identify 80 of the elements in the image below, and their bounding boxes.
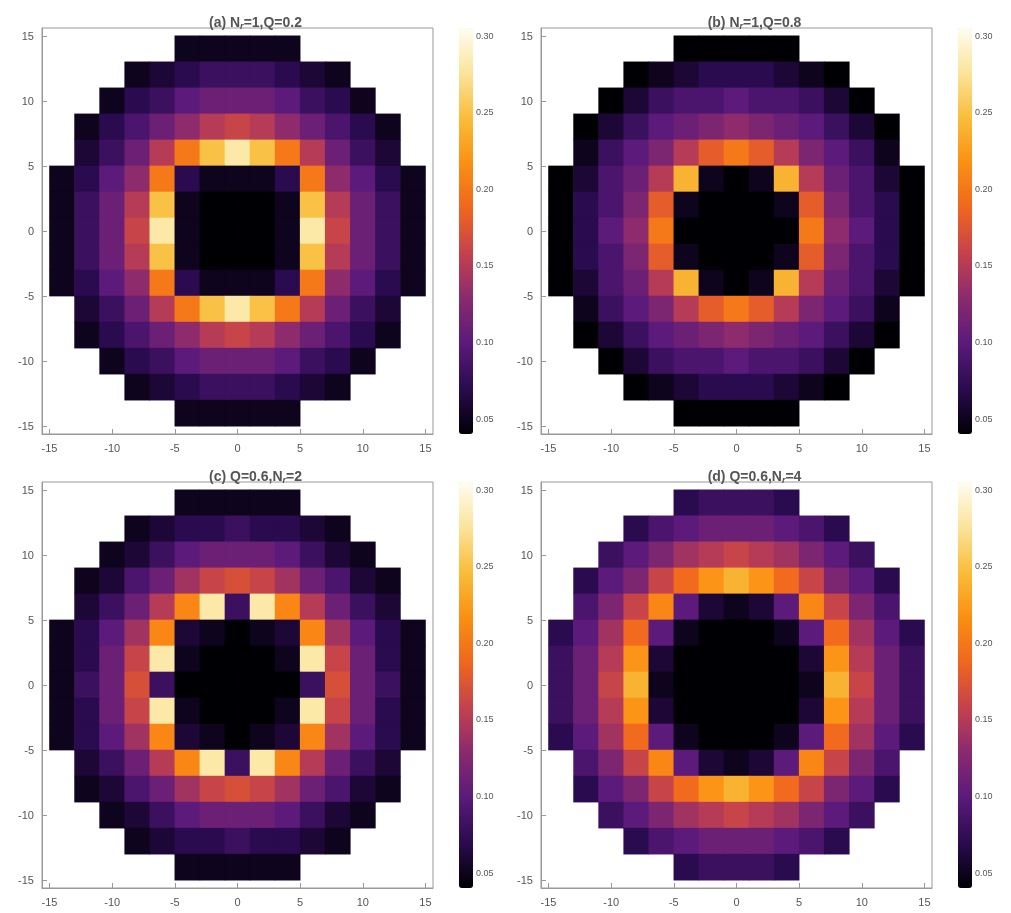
x-tick-label: 15 xyxy=(918,441,931,454)
color-bar-label: 0.25 xyxy=(975,107,993,118)
y-tick-label: 0 xyxy=(526,679,533,691)
y-tick-label: 0 xyxy=(27,679,34,691)
y-tick-label: -15 xyxy=(18,420,34,433)
color-bar-label: 0.25 xyxy=(975,561,993,572)
x-tick-label: 15 xyxy=(918,895,931,908)
y-tick-label: 0 xyxy=(526,225,533,237)
y-tick-label: 0 xyxy=(27,225,34,237)
color-bar-label: 0.10 xyxy=(476,791,494,802)
color-bar-label: 0.05 xyxy=(975,413,993,424)
x-tick-label: 0 xyxy=(234,895,241,908)
y-tick-label: 15 xyxy=(520,483,533,496)
color-bar-label: 0.10 xyxy=(476,337,494,348)
x-tick-label: -10 xyxy=(603,441,620,454)
y-tick-label: 5 xyxy=(27,159,34,172)
x-tick-label: 10 xyxy=(356,895,369,908)
color-bar-label: 0.20 xyxy=(975,637,993,648)
x-tick-label: -5 xyxy=(668,895,679,908)
x-tick-label: 15 xyxy=(419,895,432,908)
color-bar-label: 0.25 xyxy=(476,561,494,572)
y-tick-label: -15 xyxy=(517,420,533,433)
x-tick-label: 15 xyxy=(419,441,432,454)
x-tick-label: 10 xyxy=(855,895,868,908)
y-tick-label: 5 xyxy=(27,613,34,626)
color-bar-label: 0.20 xyxy=(476,637,494,648)
x-tick-label: 0 xyxy=(234,441,241,454)
y-tick-label: -5 xyxy=(24,290,34,303)
x-tick-label: -10 xyxy=(603,895,620,908)
color-bar-label: 0.10 xyxy=(975,337,993,348)
y-tick-label: -15 xyxy=(517,874,533,887)
x-tick-label: -15 xyxy=(540,895,557,908)
color-bar-label: 0.20 xyxy=(975,183,993,194)
color-bar-label: 0.15 xyxy=(476,260,494,271)
x-tick-label: 5 xyxy=(796,895,803,908)
color-bar-label: 0.15 xyxy=(476,714,494,725)
y-tick-label: 10 xyxy=(21,548,34,561)
x-tick-label: 5 xyxy=(297,895,304,908)
x-tick-label: 10 xyxy=(356,441,369,454)
color-bar-label: 0.05 xyxy=(476,413,494,424)
color-bar-label: 0.05 xyxy=(975,867,993,878)
color-bar-label: 0.05 xyxy=(476,867,494,878)
y-tick-label: 10 xyxy=(520,94,533,107)
y-tick-label: 5 xyxy=(526,613,533,626)
x-tick-label: 5 xyxy=(297,441,304,454)
y-tick-label: -10 xyxy=(18,809,34,822)
color-bar-label: 0.30 xyxy=(975,30,993,41)
color-bar-label: 0.30 xyxy=(476,30,494,41)
x-tick-label: -10 xyxy=(104,895,121,908)
x-tick-label: 5 xyxy=(796,441,803,454)
y-tick-label: 15 xyxy=(21,483,34,496)
y-tick-label: -5 xyxy=(523,290,533,303)
color-bar-label: 0.25 xyxy=(476,107,494,118)
y-tick-label: 10 xyxy=(520,548,533,561)
color-bar-label: 0.30 xyxy=(476,484,494,495)
y-tick-label: -5 xyxy=(24,744,34,757)
x-tick-label: 0 xyxy=(733,441,740,454)
y-tick-label: 5 xyxy=(526,159,533,172)
color-bar-label: 0.20 xyxy=(476,183,494,194)
color-bar-label: 0.30 xyxy=(975,484,993,495)
y-tick-label: 15 xyxy=(21,29,34,42)
y-tick-label: -5 xyxy=(523,744,533,757)
y-tick-label: 15 xyxy=(520,29,533,42)
y-tick-label: -10 xyxy=(18,355,34,368)
x-tick-label: -5 xyxy=(668,441,679,454)
x-tick-label: -5 xyxy=(169,895,180,908)
y-tick-label: -10 xyxy=(517,809,533,822)
x-tick-label: -15 xyxy=(41,441,58,454)
y-tick-label: -15 xyxy=(18,874,34,887)
y-tick-label: -10 xyxy=(517,355,533,368)
x-tick-label: -10 xyxy=(104,441,121,454)
color-bar-label: 0.15 xyxy=(975,260,993,271)
color-bar-label: 0.15 xyxy=(975,714,993,725)
x-tick-label: -15 xyxy=(41,895,58,908)
y-tick-label: 10 xyxy=(21,94,34,107)
x-tick-label: 10 xyxy=(855,441,868,454)
color-bar-label: 0.10 xyxy=(975,791,993,802)
x-tick-label: -15 xyxy=(540,441,557,454)
x-tick-label: 0 xyxy=(733,895,740,908)
x-tick-label: -5 xyxy=(169,441,180,454)
